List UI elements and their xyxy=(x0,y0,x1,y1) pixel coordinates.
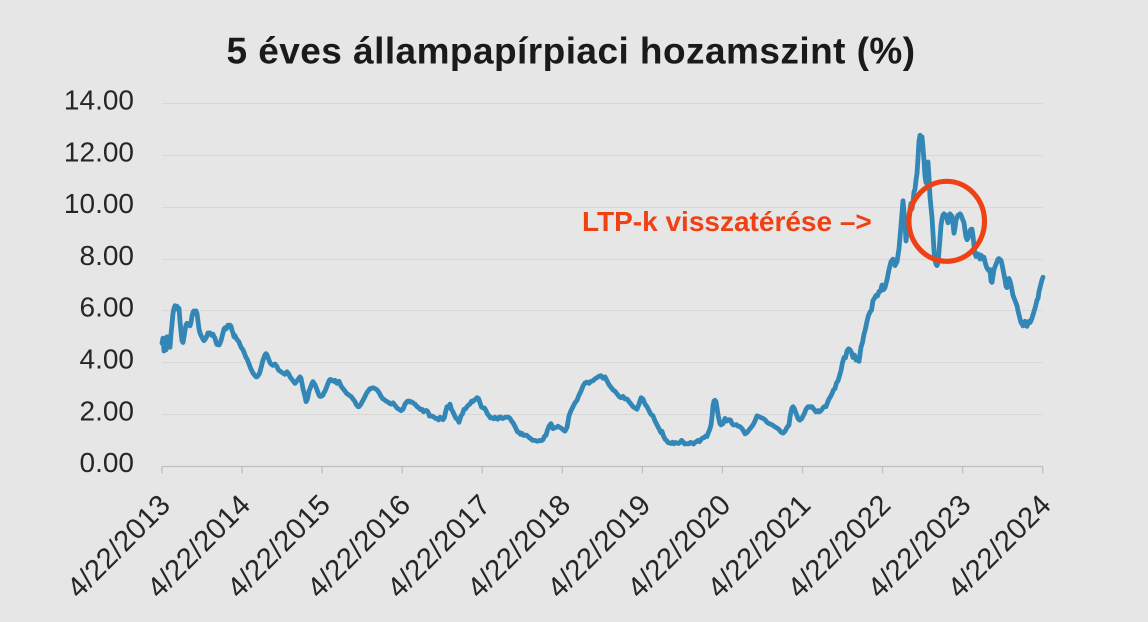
svg-text:LTP-k visszatérése –>: LTP-k visszatérése –> xyxy=(582,206,872,237)
svg-text:0.00: 0.00 xyxy=(80,447,135,478)
svg-text:4.00: 4.00 xyxy=(80,344,135,375)
svg-text:10.00: 10.00 xyxy=(64,188,134,219)
svg-text:5 éves állampapírpiaci hozamsz: 5 éves állampapírpiaci hozamszint (%) xyxy=(226,31,915,72)
svg-text:8.00: 8.00 xyxy=(80,240,135,271)
svg-text:14.00: 14.00 xyxy=(64,85,134,116)
svg-text:2.00: 2.00 xyxy=(80,395,135,426)
svg-text:12.00: 12.00 xyxy=(64,136,134,167)
svg-text:6.00: 6.00 xyxy=(80,292,135,323)
